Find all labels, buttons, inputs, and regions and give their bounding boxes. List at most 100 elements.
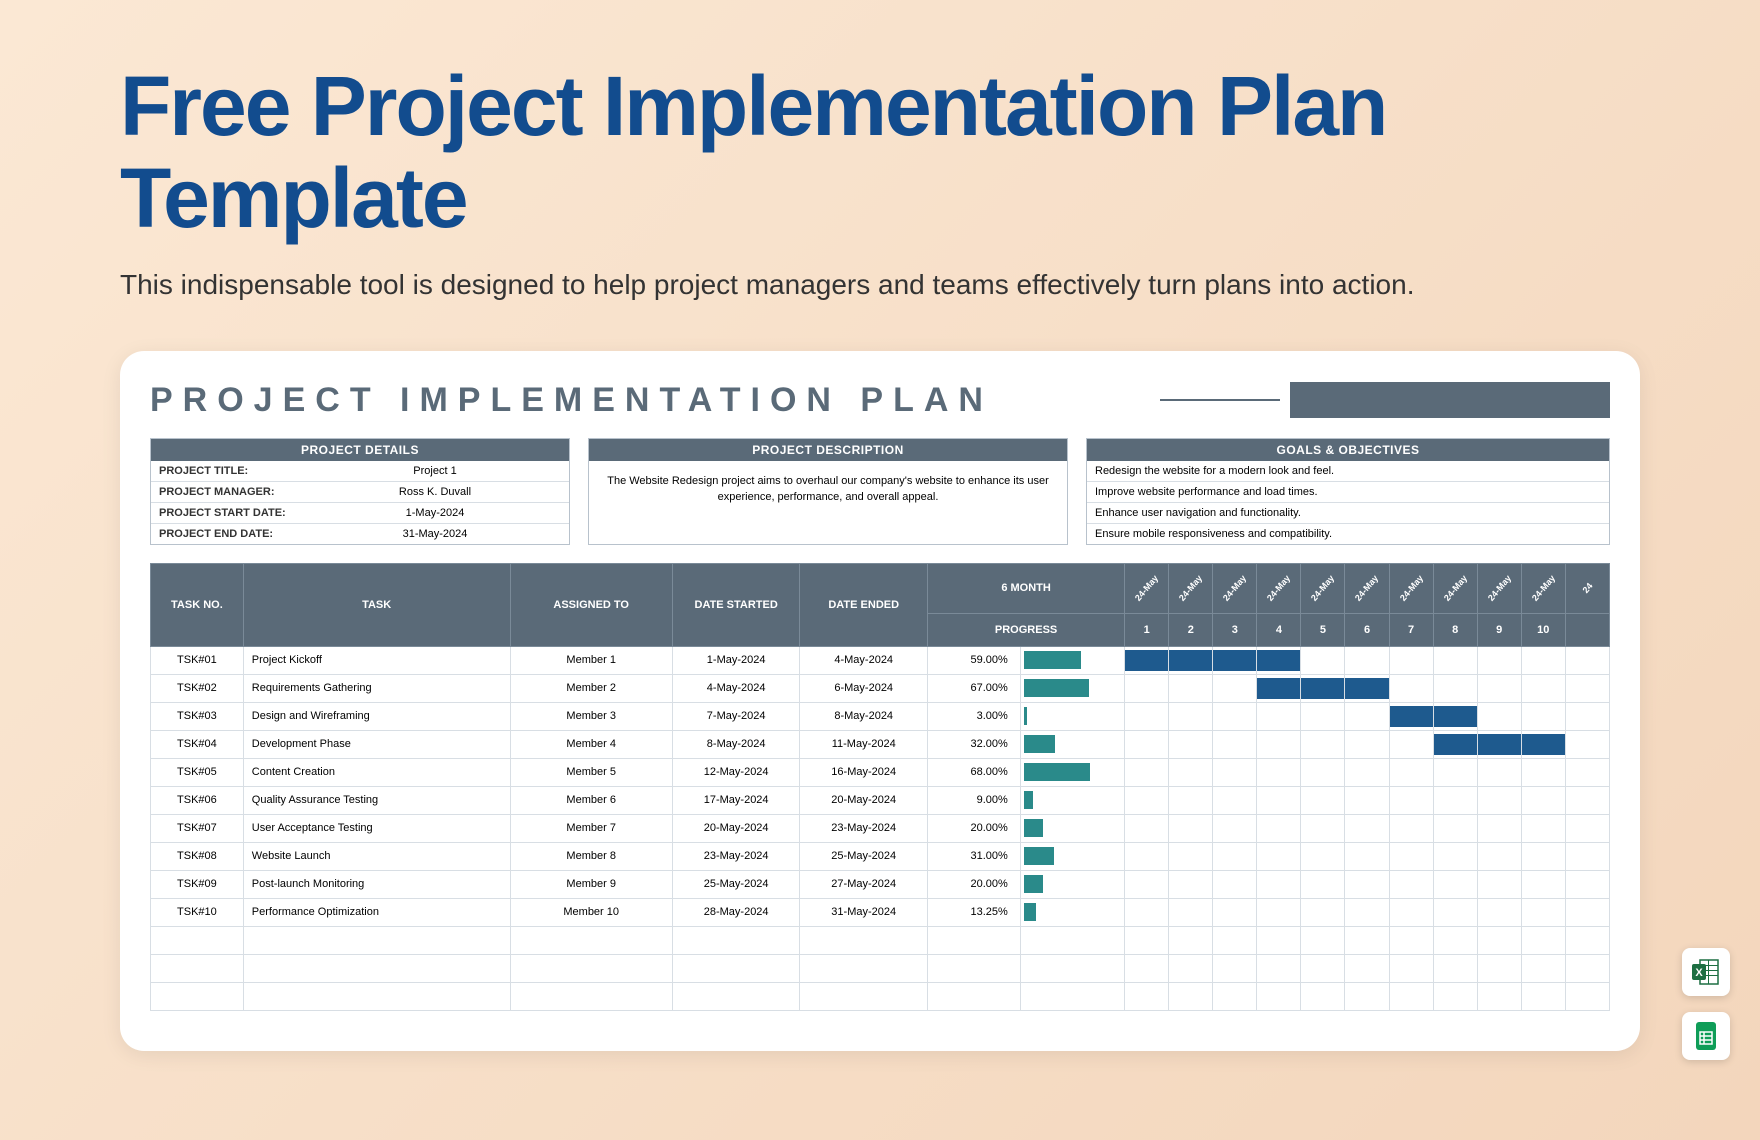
gantt-cell xyxy=(1125,730,1169,758)
cell-taskno: TSK#06 xyxy=(151,786,244,814)
col-date-label: 24-May xyxy=(1213,563,1257,613)
gantt-cell xyxy=(1433,786,1477,814)
task-row: TSK#01Project KickoffMember 11-May-20244… xyxy=(151,646,1610,674)
gantt-cell xyxy=(1301,758,1345,786)
gantt-cell xyxy=(1521,702,1565,730)
gantt-cell xyxy=(1125,898,1169,926)
cell-start: 4-May-2024 xyxy=(672,674,800,702)
cell-end: 25-May-2024 xyxy=(800,842,928,870)
col-date-label: 24-May xyxy=(1345,563,1389,613)
gantt-cell xyxy=(1257,702,1301,730)
gantt-cell xyxy=(1169,646,1213,674)
gantt-cell xyxy=(1477,702,1521,730)
cell-taskno: TSK#08 xyxy=(151,842,244,870)
gantt-cell xyxy=(1125,674,1169,702)
gantt-cell xyxy=(1389,842,1433,870)
col-date-label: 24-May xyxy=(1389,563,1433,613)
col-daynum: 4 xyxy=(1257,613,1301,646)
cell-end: 27-May-2024 xyxy=(800,870,928,898)
cell-progress-bar xyxy=(1020,730,1124,758)
gantt-cell xyxy=(1521,982,1565,1010)
cell-taskno: TSK#10 xyxy=(151,898,244,926)
col-progress: PROGRESS xyxy=(928,613,1125,646)
gantt-cell xyxy=(1213,674,1257,702)
task-row: TSK#09Post-launch MonitoringMember 925-M… xyxy=(151,870,1610,898)
goal-item: Ensure mobile responsiveness and compati… xyxy=(1087,524,1609,544)
cell-progress-pct: 13.25% xyxy=(928,898,1021,926)
gantt-cell xyxy=(1565,758,1609,786)
gantt-cell xyxy=(1257,898,1301,926)
detail-row: PROJECT START DATE:1-May-2024 xyxy=(151,503,569,524)
title-accent-block xyxy=(1290,382,1610,418)
gantt-cell xyxy=(1389,758,1433,786)
gantt-cell xyxy=(1345,674,1389,702)
col-date-label: 24-May xyxy=(1477,563,1521,613)
gantt-cell xyxy=(1125,982,1169,1010)
detail-row: PROJECT END DATE:31-May-2024 xyxy=(151,524,569,544)
detail-label: PROJECT START DATE: xyxy=(151,503,301,523)
col-date-label: 24-May xyxy=(1125,563,1169,613)
empty-cell xyxy=(928,954,1021,982)
cell-task: Design and Wireframing xyxy=(243,702,510,730)
col-daynum xyxy=(1565,613,1609,646)
gantt-cell xyxy=(1345,814,1389,842)
cell-taskno: TSK#04 xyxy=(151,730,244,758)
gantt-cell xyxy=(1301,786,1345,814)
gantt-cell xyxy=(1477,982,1521,1010)
gantt-cell xyxy=(1257,926,1301,954)
gantt-cell xyxy=(1345,870,1389,898)
plan-title: PROJECT IMPLEMENTATION PLAN xyxy=(150,381,1150,420)
gantt-cell xyxy=(1169,982,1213,1010)
gantt-cell xyxy=(1521,898,1565,926)
cell-progress-bar xyxy=(1020,814,1124,842)
detail-row: PROJECT TITLE:Project 1 xyxy=(151,461,569,482)
excel-icon[interactable]: X xyxy=(1682,948,1730,996)
gantt-cell xyxy=(1213,702,1257,730)
gantt-cell xyxy=(1169,926,1213,954)
empty-cell xyxy=(510,926,672,954)
col-ended: DATE ENDED xyxy=(800,563,928,646)
gantt-cell xyxy=(1565,982,1609,1010)
gantt-cell xyxy=(1301,674,1345,702)
gantt-cell xyxy=(1433,730,1477,758)
gantt-cell xyxy=(1169,814,1213,842)
gantt-cell xyxy=(1257,814,1301,842)
goal-item: Redesign the website for a modern look a… xyxy=(1087,461,1609,482)
gantt-cell xyxy=(1433,842,1477,870)
gantt-cell xyxy=(1477,954,1521,982)
gantt-cell xyxy=(1389,982,1433,1010)
task-row: TSK#06Quality Assurance TestingMember 61… xyxy=(151,786,1610,814)
sheets-icon[interactable] xyxy=(1682,1012,1730,1060)
gantt-cell xyxy=(1477,814,1521,842)
col-daynum: 1 xyxy=(1125,613,1169,646)
gantt-table: TASK NO.TASKASSIGNED TODATE STARTEDDATE … xyxy=(150,563,1610,1011)
gantt-cell xyxy=(1257,954,1301,982)
gantt-cell xyxy=(1345,702,1389,730)
gantt-cell xyxy=(1213,982,1257,1010)
empty-cell xyxy=(151,926,244,954)
cell-task: User Acceptance Testing xyxy=(243,814,510,842)
cell-assigned: Member 1 xyxy=(510,646,672,674)
detail-value: 31-May-2024 xyxy=(301,524,569,544)
gantt-cell xyxy=(1433,702,1477,730)
gantt-cell xyxy=(1389,926,1433,954)
cell-end: 6-May-2024 xyxy=(800,674,928,702)
gantt-cell xyxy=(1433,898,1477,926)
gantt-cell xyxy=(1345,982,1389,1010)
empty-cell xyxy=(151,954,244,982)
gantt-cell xyxy=(1257,870,1301,898)
cell-taskno: TSK#01 xyxy=(151,646,244,674)
col-date-label: 24-May xyxy=(1169,563,1213,613)
cell-progress-pct: 68.00% xyxy=(928,758,1021,786)
gantt-cell xyxy=(1477,870,1521,898)
gantt-cell xyxy=(1477,758,1521,786)
empty-cell xyxy=(510,982,672,1010)
cell-taskno: TSK#09 xyxy=(151,870,244,898)
cell-task: Project Kickoff xyxy=(243,646,510,674)
gantt-cell xyxy=(1257,786,1301,814)
task-row: TSK#04Development PhaseMember 48-May-202… xyxy=(151,730,1610,758)
cell-assigned: Member 7 xyxy=(510,814,672,842)
gantt-cell xyxy=(1389,954,1433,982)
gantt-cell xyxy=(1213,870,1257,898)
col-daynum: 3 xyxy=(1213,613,1257,646)
